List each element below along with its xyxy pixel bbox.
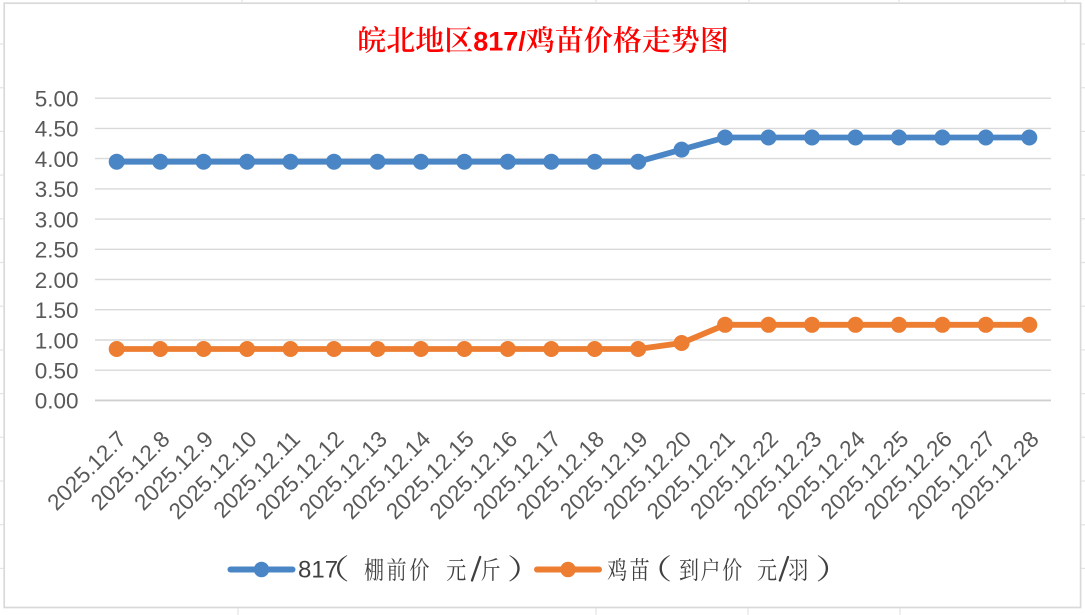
svg-text:2.00: 2.00: [35, 268, 79, 293]
svg-text:0.50: 0.50: [35, 359, 79, 384]
svg-text:817/: 817/: [473, 27, 526, 57]
svg-text:5.00: 5.00: [35, 87, 79, 112]
svg-text:1.50: 1.50: [35, 298, 79, 323]
svg-text:0.00: 0.00: [35, 389, 79, 414]
svg-text:3.50: 3.50: [35, 177, 79, 202]
svg-text:817: 817: [298, 557, 338, 584]
svg-text:4.00: 4.00: [35, 147, 79, 172]
svg-text:1.00: 1.00: [35, 328, 79, 353]
svg-text:2.50: 2.50: [35, 238, 79, 263]
svg-text:3.00: 3.00: [35, 207, 79, 232]
svg-text:4.50: 4.50: [35, 117, 79, 142]
